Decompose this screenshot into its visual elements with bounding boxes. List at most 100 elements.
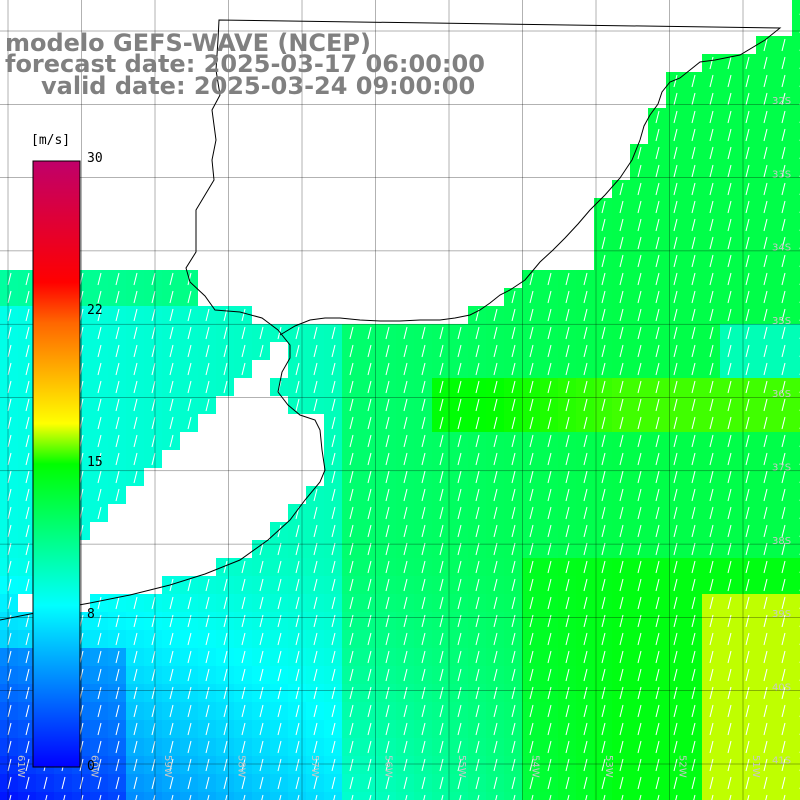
wind-arrow [691,146,696,160]
wind-arrow [529,722,534,736]
wind-arrow [763,362,768,376]
wind-arrow [475,722,480,736]
field-cell [630,792,648,800]
wind-arrow [673,74,678,88]
wind-arrow [349,506,354,520]
wind-arrow [151,704,156,718]
wind-arrow [547,416,552,430]
wind-arrow [655,776,660,790]
wind-arrow [277,740,282,754]
wind-arrow [565,506,570,520]
wind-arrow [529,344,534,358]
wind-arrow [673,686,678,700]
wind-arrow [385,614,390,628]
wind-arrow [673,308,678,322]
wind-arrow [619,704,624,718]
wind-arrow [511,506,516,520]
wind-arrow [675,794,678,800]
field-cell [540,792,558,800]
field-cell [792,702,800,720]
wind-arrow [781,218,786,232]
wind-arrow [673,542,678,556]
colorbar-tick-label: 30 [87,151,103,166]
wind-arrow [331,614,336,628]
wind-arrow [187,578,192,592]
wind-arrow [331,578,336,592]
wind-arrow [493,506,498,520]
wind-arrow [547,506,552,520]
wind-arrow [403,668,408,682]
wind-arrow [673,488,678,502]
wind-arrow [583,524,588,538]
wind-arrow [367,560,372,574]
wind-arrow [115,434,120,448]
wind-arrow [25,578,30,592]
wind-arrow [691,434,696,448]
wind-arrow [133,704,138,718]
wind-arrow [367,434,372,448]
longitude-label: 51W [750,755,761,778]
wind-arrow [223,344,228,358]
wind-arrow [385,542,390,556]
longitude-label: 59W [162,755,173,778]
wind-arrow [169,722,174,736]
wind-arrow [547,776,552,790]
wind-arrow [205,362,210,376]
wind-arrow [763,596,768,610]
wind-arrow [727,92,732,106]
wind-arrow [763,92,768,106]
wind-arrow [97,704,102,718]
wind-arrow [295,704,300,718]
wind-arrow [493,596,498,610]
wind-arrow [117,794,120,800]
wind-arrow [133,650,138,664]
wind-arrow [277,326,282,340]
wind-arrow [745,200,750,214]
wind-arrow [421,758,426,772]
wind-arrow [349,614,354,628]
wind-arrow [493,578,498,592]
wind-arrow [151,344,156,358]
wind-arrow [601,704,606,718]
wind-arrow [25,416,30,430]
longitude-label: 61W [15,755,26,778]
wind-arrow [763,758,768,772]
wind-arrow [475,776,480,790]
wind-arrow [781,326,786,340]
wind-arrow [439,578,444,592]
wind-arrow [691,128,696,142]
wind-arrow [403,506,408,520]
wind-arrow [7,326,12,340]
wind-arrow [691,542,696,556]
wind-arrow [475,578,480,592]
wind-arrow [547,308,552,322]
wind-arrow [187,416,192,430]
wind-arrow [349,326,354,340]
wind-arrow [367,668,372,682]
wind-arrow [7,776,12,790]
wind-arrow [745,686,750,700]
wind-arrow [655,128,660,142]
field-cell [792,378,800,396]
wind-arrow [511,344,516,358]
wind-arrow [457,380,462,394]
field-cell [360,792,378,800]
wind-arrow [97,416,102,430]
wind-arrow [439,470,444,484]
wind-arrow [781,272,786,286]
wind-arrow [259,758,264,772]
wind-arrow [169,326,174,340]
field-cell [54,792,72,800]
wind-arrow [673,650,678,664]
wind-arrow [691,650,696,664]
wind-arrow [673,182,678,196]
wind-arrow [673,398,678,412]
wind-arrow [241,362,246,376]
wind-arrow [403,686,408,700]
wind-arrow [547,650,552,664]
wind-arrow [151,326,156,340]
wind-arrow [511,326,516,340]
wind-arrow [457,524,462,538]
wind-arrow [133,362,138,376]
wind-arrow [511,614,516,628]
